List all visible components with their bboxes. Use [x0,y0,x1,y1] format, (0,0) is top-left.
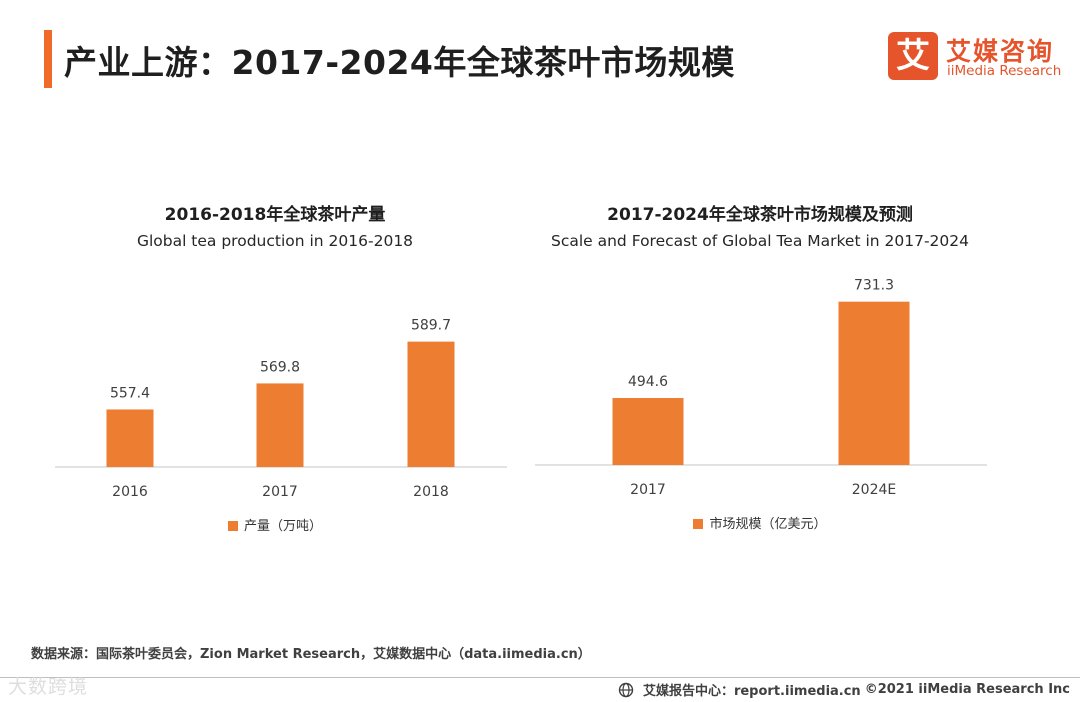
logo-mark-icon: 艾 [888,32,938,80]
data-label-2018: 589.7 [411,318,451,334]
bar-plot: 494.6 2017 731.3 2024E [535,278,987,498]
brand-logo: 艾 艾媒咨询 iiMedia Research [888,32,1068,82]
data-source-note: 数据来源：国际茶叶委员会，Zion Market Research，艾媒数据中心… [31,647,591,662]
chart-title: 2017-2024年全球茶叶市场规模及预测 [607,205,913,225]
legend-swatch-icon [693,519,704,529]
chart-legend: 产量（万吨） [40,515,510,534]
globe-icon [618,682,634,697]
chart-tea-production: 2016-2018年全球茶叶产量 Global tea production i… [40,200,510,540]
bar-2017 [612,398,684,465]
legend-swatch-icon [227,521,238,531]
x-tick-label-2017: 2017 [262,484,298,500]
x-tick-label-2018: 2018 [413,484,449,500]
footer-report-center[interactable]: 艾媒报告中心：report.iimedia.cn [642,684,861,699]
chart-subtitle: Global tea production in 2016-2018 [136,232,414,250]
legend-label: 产量（万吨） [243,519,322,534]
bar-2018 [407,341,455,467]
bar-plot: 557.4 2016 569.8 2017 589.7 2018 [55,318,507,500]
footer: 艾媒报告中心：report.iimedia.cn ©2021 iiMedia R… [618,680,1070,699]
data-label-2024E: 731.3 [854,278,894,294]
x-tick-label-2016: 2016 [112,484,148,500]
logo-english-name: iiMedia Research [947,63,1062,79]
watermark-text: 大数跨境 [8,676,89,698]
legend-label: 市场规模（亿美元） [709,517,827,532]
chart-tea-market-scale: 2017-2024年全球茶叶市场规模及预测 Scale and Forecast… [525,200,995,540]
logo-chinese-name: 艾媒咨询 [946,37,1055,66]
chart-title: 2016-2018年全球茶叶产量 [164,205,386,225]
chart-subtitle: Scale and Forecast of Global Tea Market … [550,232,969,250]
x-tick-label-2017: 2017 [630,482,666,498]
footer-divider [0,677,1080,678]
x-tick-label-2024E: 2024E [852,482,896,498]
bar-2017 [256,383,304,467]
title-accent-bar [44,30,52,88]
data-label-2017: 569.8 [260,359,300,375]
data-label-2016: 557.4 [110,385,150,401]
page-title: 产业上游：2017-2024年全球茶叶市场规模 [64,43,735,82]
bar-2024E [838,301,910,465]
data-label-2017: 494.6 [628,374,668,390]
bar-2016 [106,409,154,467]
chart-legend: 市场规模（亿美元） [525,513,995,532]
footer-copyright: ©2021 iiMedia Research Inc [864,682,1070,697]
